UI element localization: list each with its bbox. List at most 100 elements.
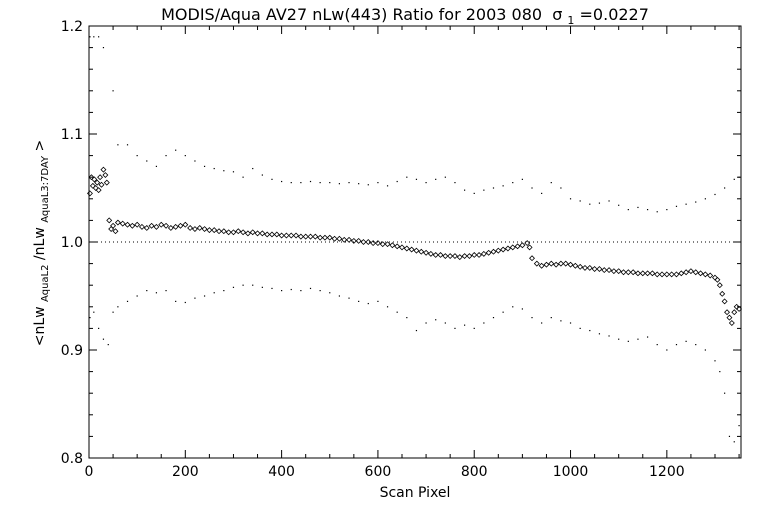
lower-sigma-point bbox=[300, 290, 302, 292]
lower-sigma-point bbox=[435, 319, 437, 321]
mean-ratio-point bbox=[659, 271, 665, 278]
mean-ratio-point bbox=[707, 272, 714, 279]
lower-sigma-point bbox=[386, 306, 389, 308]
mean-ratio-point bbox=[683, 269, 690, 276]
mean-ratio-point bbox=[726, 314, 733, 321]
mean-ratio-point bbox=[220, 228, 227, 235]
mean-ratio-point bbox=[423, 249, 430, 256]
mean-ratio-point bbox=[620, 269, 627, 276]
lower-sigma-point bbox=[155, 292, 158, 294]
upper-sigma-point bbox=[695, 201, 697, 203]
mean-ratio-point bbox=[728, 320, 735, 326]
upper-sigma-point bbox=[290, 182, 292, 184]
upper-sigma-point bbox=[714, 193, 716, 196]
upper-sigma-point bbox=[733, 178, 735, 180]
mean-ratio-point bbox=[504, 245, 511, 252]
mean-ratio-point bbox=[370, 240, 377, 247]
mean-ratio-point bbox=[538, 262, 545, 269]
lower-sigma-point bbox=[396, 311, 398, 313]
lower-sigma-point bbox=[550, 317, 552, 319]
mean-ratio-point bbox=[480, 250, 487, 257]
mean-ratio-point bbox=[153, 223, 160, 230]
mean-ratio-point bbox=[365, 239, 372, 245]
mean-ratio-point bbox=[615, 268, 622, 275]
mean-ratio-point bbox=[562, 260, 569, 267]
upper-sigma-point bbox=[492, 187, 495, 189]
upper-sigma-point bbox=[300, 182, 302, 184]
mean-ratio-point bbox=[297, 233, 304, 240]
lower-sigma-point bbox=[175, 300, 177, 302]
y-tick-label: 0.9 bbox=[61, 343, 83, 359]
upper-sigma-point bbox=[463, 189, 466, 191]
lower-sigma-point bbox=[521, 308, 523, 310]
mean-ratio-point bbox=[89, 182, 96, 189]
mean-ratio-point bbox=[211, 227, 218, 234]
mean-ratio-point bbox=[509, 244, 516, 251]
mean-ratio-point bbox=[548, 260, 555, 267]
mean-ratio-point bbox=[91, 176, 98, 183]
lower-sigma-point bbox=[502, 311, 504, 313]
mean-ratio-point bbox=[114, 219, 121, 226]
upper-sigma-point bbox=[396, 180, 398, 183]
mean-ratio-point bbox=[235, 228, 242, 235]
mean-ratio-point bbox=[557, 260, 564, 267]
lower-sigma-point bbox=[719, 371, 721, 373]
mean-ratio-point bbox=[668, 271, 675, 278]
mean-ratio-point bbox=[442, 253, 449, 260]
upper-sigma-point bbox=[502, 185, 504, 187]
mean-ratio-point bbox=[259, 230, 266, 237]
lower-sigma-point bbox=[560, 320, 562, 322]
mean-ratio-point bbox=[317, 234, 324, 241]
mean-ratio-point bbox=[148, 222, 155, 229]
lower-sigma-point bbox=[728, 435, 731, 437]
mean-ratio-point bbox=[582, 264, 588, 271]
lower-sigma-point bbox=[242, 284, 244, 286]
lower-sigma-point bbox=[203, 295, 206, 297]
mean-ratio-point bbox=[98, 181, 105, 188]
lower-sigma-point bbox=[290, 288, 292, 291]
lower-sigma-point bbox=[261, 286, 263, 288]
mean-ratio-point bbox=[687, 268, 694, 275]
x-axis-label: Scan Pixel bbox=[380, 485, 451, 501]
lower-sigma-point bbox=[483, 322, 485, 324]
mean-ratio-point bbox=[524, 240, 531, 247]
mean-ratio-point bbox=[110, 222, 117, 229]
mean-ratio-point bbox=[254, 230, 261, 237]
lower-sigma-point bbox=[146, 290, 148, 292]
mean-ratio-point bbox=[702, 271, 709, 278]
upper-sigma-point bbox=[117, 144, 119, 146]
mean-ratio-point bbox=[663, 271, 670, 278]
upper-sigma-point bbox=[348, 182, 350, 184]
mean-ratio-point bbox=[379, 241, 386, 248]
mean-ratio-point bbox=[591, 266, 598, 272]
mean-ratio-point bbox=[649, 270, 656, 277]
lower-sigma-point bbox=[415, 329, 418, 332]
lower-sigma-point bbox=[685, 340, 687, 342]
upper-sigma-point bbox=[242, 176, 244, 178]
upper-sigma-point bbox=[146, 160, 148, 162]
mean-ratio-point bbox=[606, 267, 613, 274]
mean-ratio-point bbox=[134, 221, 141, 228]
upper-sigma-point bbox=[531, 187, 533, 189]
upper-sigma-point bbox=[637, 206, 639, 209]
lower-sigma-point bbox=[319, 290, 321, 292]
mean-ratio-point bbox=[100, 166, 107, 173]
upper-sigma-point bbox=[627, 209, 629, 211]
lower-sigma-point bbox=[492, 317, 495, 319]
mean-ratio-point bbox=[182, 221, 189, 228]
mean-ratio-point bbox=[249, 229, 256, 236]
mean-ratio-point bbox=[567, 261, 574, 268]
mean-ratio-point bbox=[288, 232, 295, 239]
mean-ratio-point bbox=[529, 255, 535, 262]
upper-sigma-point bbox=[444, 176, 446, 178]
mean-ratio-point bbox=[119, 220, 126, 227]
mean-ratio-point bbox=[596, 266, 603, 272]
mean-ratio-point bbox=[485, 249, 492, 256]
mean-ratio-point bbox=[293, 232, 300, 239]
y-axis-label-open: <nLw bbox=[32, 306, 48, 346]
mean-ratio-point bbox=[124, 221, 131, 228]
mean-ratio-point bbox=[514, 243, 521, 250]
plot-area: 0 200 400 600 800 1000 1200 0.8 0.9 1.0 1.1 1.2 bbox=[61, 19, 743, 480]
mean-ratio-point bbox=[302, 233, 309, 240]
